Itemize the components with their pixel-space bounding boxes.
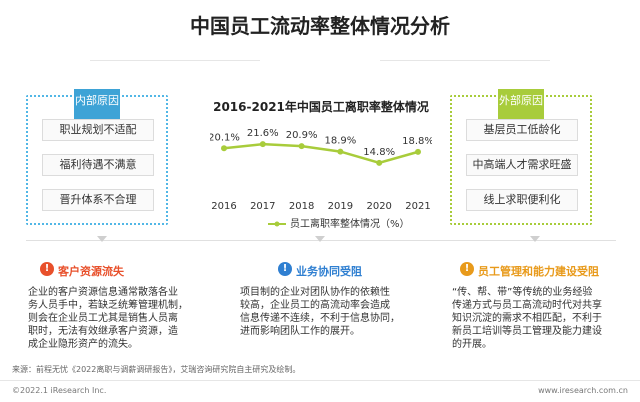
section-body-line: 的开展。 — [452, 339, 492, 350]
section-body-line: 知识沉淀的需求不相匹配，不利于 — [452, 313, 602, 324]
section-body-line: 职时，无法有效继承客户资源，造 — [28, 326, 178, 337]
section-body-line: 项目制的企业对团队协作的依赖性 — [240, 287, 390, 298]
data-label: 21.6% — [247, 128, 279, 139]
section-title: 员工管理和能力建设受阻 — [478, 265, 599, 278]
section-body-line: “传、帮、带”等传统的业务经验 — [452, 287, 593, 298]
pointer-arrow — [315, 236, 325, 242]
footer-website: www.iresearch.com.cn — [538, 386, 628, 395]
data-point — [415, 148, 421, 155]
data-label: 20.9% — [286, 130, 318, 141]
footer-rule — [0, 380, 640, 381]
section-icon: ! — [40, 262, 54, 276]
page-title: 中国员工流动率整体情况分析 — [190, 14, 450, 38]
section-body: 项目制的企业对团队协作的依赖性 较高，企业员工的高流动率会造成 信息传递不连续，… — [240, 286, 418, 338]
section-body-line: 企业的客户资源信息通常散落各业 — [28, 287, 178, 298]
x-tick-label: 2017 — [250, 201, 275, 212]
title-rule-left — [90, 60, 260, 61]
x-tick-label: 2018 — [289, 201, 314, 212]
external-causes-box: 外部原因 基层员工低龄化 中高端人才需求旺盛 线上求职便利化 — [450, 89, 592, 225]
x-tick-label: 2021 — [405, 201, 430, 212]
section-body-line: 较高，企业员工的高流动率会造成 — [240, 300, 390, 311]
section-icon: ! — [460, 262, 474, 276]
section-title: 业务协同受阻 — [296, 265, 362, 278]
internal-causes-box: 内部原因 职业规划不适配 福利待遇不满意 晋升体系不合理 — [26, 89, 168, 225]
external-cause-item: 中高端人才需求旺盛 — [466, 154, 578, 176]
x-tick-label: 2020 — [366, 201, 391, 212]
section-title: 客户资源流失 — [58, 265, 124, 278]
data-label: 20.1% — [210, 132, 240, 143]
internal-cause-item: 职业规划不适配 — [42, 119, 154, 141]
x-tick-label: 2016 — [211, 201, 236, 212]
source-note: 来源：前程无忧《2022离职与调薪调研报告》，艾瑞咨询研究院自主研究及绘制。 — [12, 365, 301, 374]
internal-cause-item: 福利待遇不满意 — [42, 154, 154, 176]
chart-title: 2016-2021年中国员工离职率整体情况 — [213, 100, 429, 114]
data-point — [376, 159, 383, 166]
series-line — [223, 142, 419, 165]
external-cause-item: 线上求职便利化 — [466, 189, 578, 211]
footer-copyright: ©2022.1 iResearch Inc. — [12, 386, 107, 395]
turnover-line-chart: 20.1% 2016 21.6% 2017 20.9% 2018 18.9% 2019 14.8… — [210, 128, 432, 230]
data-point — [298, 143, 305, 150]
external-cause-item: 基层员工低龄化 — [466, 119, 578, 141]
section-body: 企业的客户资源信息通常散落各业 务人员手中，若缺乏统筹管理机制， 则会在企业员工… — [28, 286, 206, 351]
section-body-line: 则会在企业员工尤其是销售人员离 — [28, 313, 178, 324]
section-body-line: 进而影响团队工作的展开。 — [240, 326, 360, 337]
data-label: 18.9% — [325, 136, 357, 147]
internal-cause-item: 晋升体系不合理 — [42, 189, 154, 211]
data-point — [221, 145, 227, 152]
pointer-arrow — [530, 236, 540, 242]
section-body-line: 成企业隐形资产的流失。 — [28, 339, 138, 350]
title-rule-right — [380, 60, 550, 61]
x-tick-label: 2019 — [328, 201, 353, 212]
section-icon: ! — [278, 262, 292, 276]
pointer-arrow — [97, 236, 107, 242]
legend-label: 员工离职率整体情况（%） — [290, 217, 410, 230]
section-body-line: 传递方式与员工高流动时代对共享 — [452, 300, 602, 311]
data-point — [259, 141, 266, 148]
section-body-line: 务人员手中，若缺乏统筹管理机制， — [28, 300, 188, 311]
section-body-line: 信息传递不连续，不利于信息协同， — [240, 313, 400, 324]
section-body-line: 新员工培训等员工管理及能力建设 — [452, 326, 602, 337]
data-label: 18.8% — [402, 136, 432, 147]
data-point — [337, 148, 344, 155]
legend-marker — [274, 221, 280, 227]
data-label: 14.8% — [363, 147, 395, 158]
section-body: “传、帮、带”等传统的业务经验 传递方式与员工高流动时代对共享 知识沉淀的需求不… — [452, 286, 632, 351]
